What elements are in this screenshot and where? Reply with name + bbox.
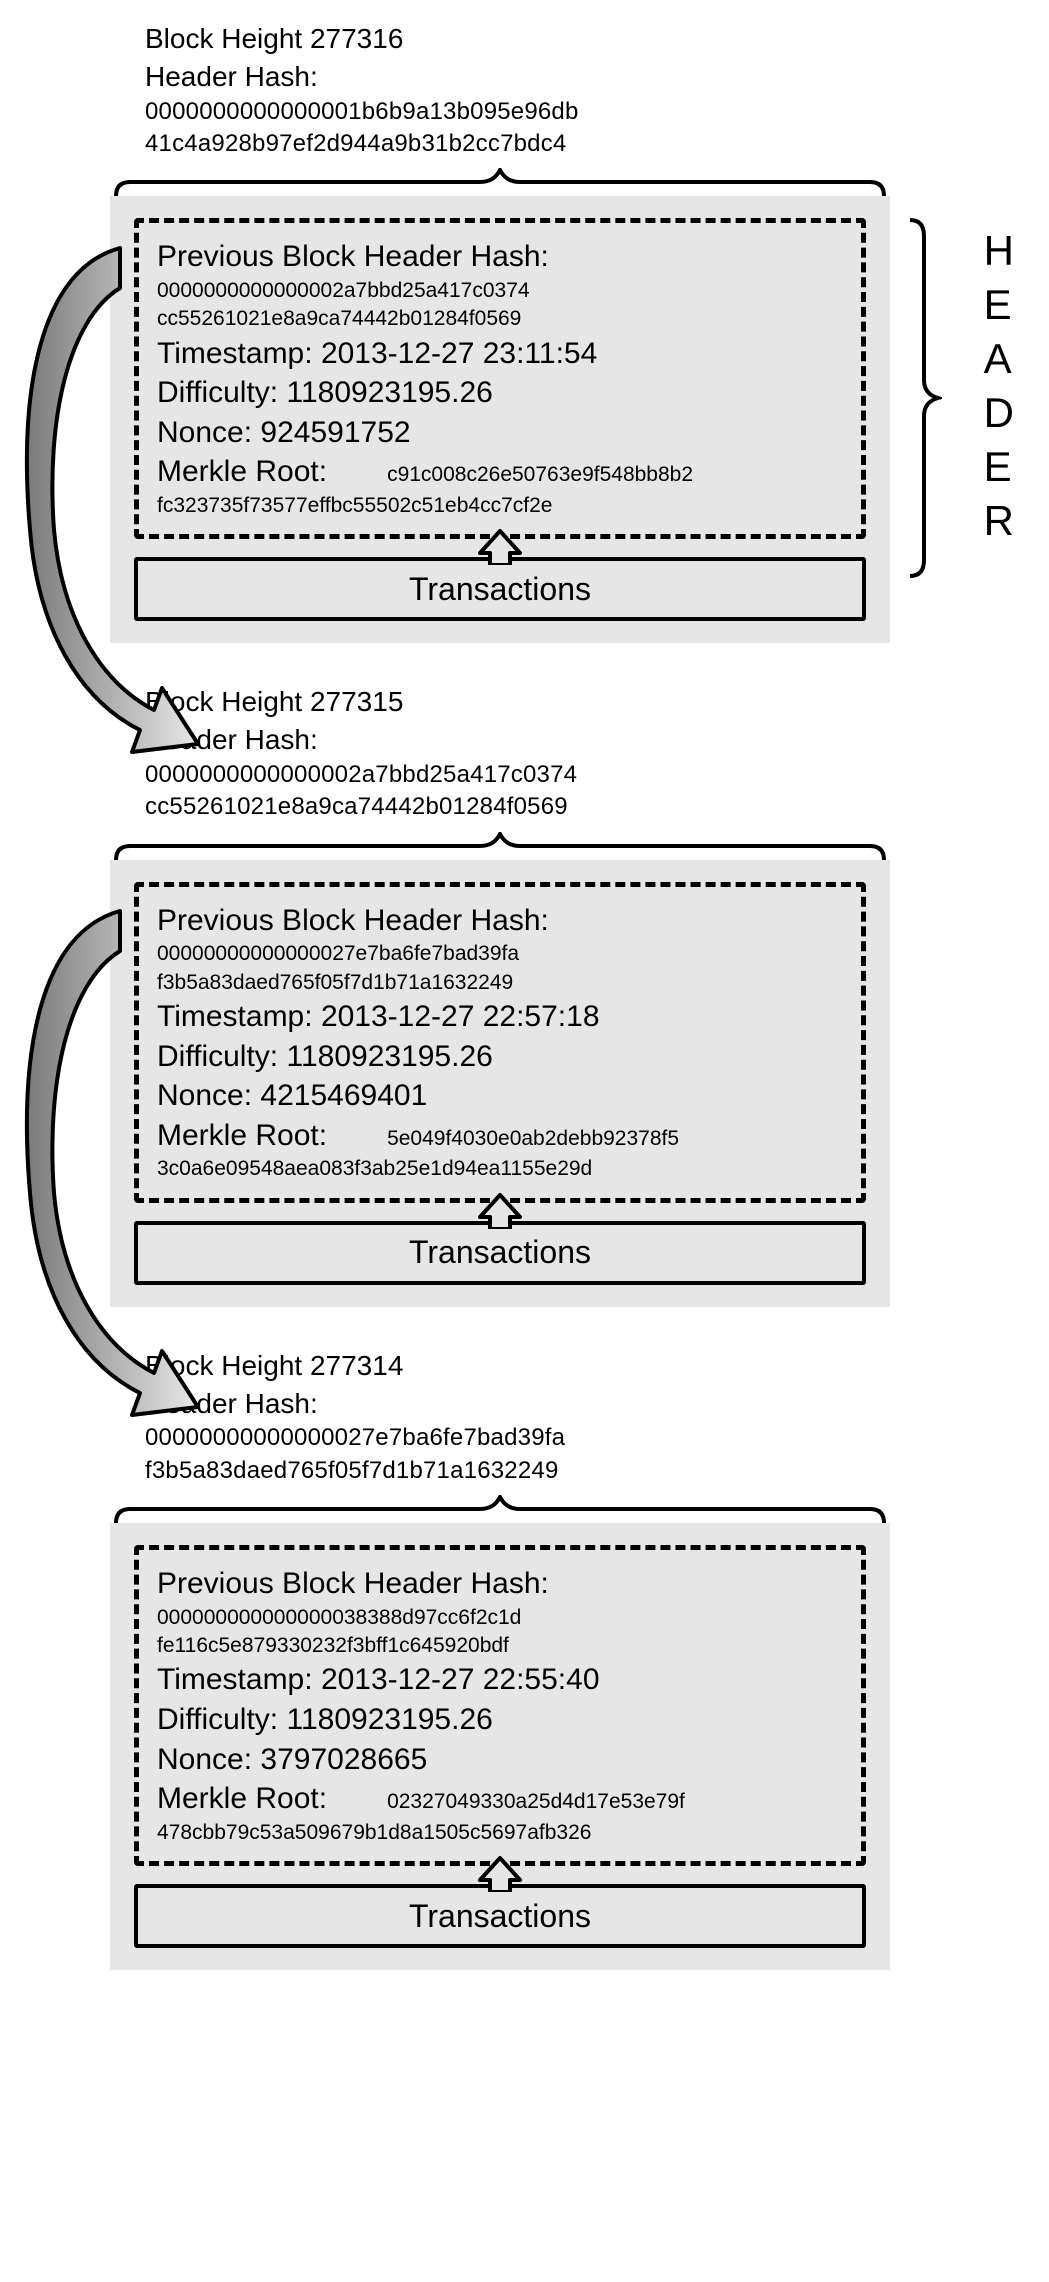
nonce-label: Nonce: bbox=[157, 1079, 252, 1112]
block-group: Block Height 277315 Header Hash: 0000000… bbox=[0, 683, 1049, 1306]
block-height-label: Block Height bbox=[145, 1350, 302, 1381]
header-vertical-label: HEADER bbox=[984, 224, 1020, 548]
header-hash-label: Header Hash: bbox=[145, 58, 1049, 96]
merkle-label: Merkle Root: bbox=[157, 452, 327, 492]
transactions-box: Transactions bbox=[134, 1884, 866, 1948]
timestamp-value: 2013-12-27 22:55:40 bbox=[321, 1663, 600, 1696]
nonce-label: Nonce: bbox=[157, 416, 252, 449]
transactions-label: Transactions bbox=[409, 1898, 591, 1935]
header-box: Previous Block Header Hash: 000000000000… bbox=[134, 882, 866, 1203]
header-hash-label: Header Hash: bbox=[145, 1385, 1049, 1423]
header-hash-label: Header Hash: bbox=[145, 721, 1049, 759]
top-bracket bbox=[110, 1495, 890, 1523]
difficulty-value: 1180923195.26 bbox=[287, 1703, 493, 1736]
header-hash-line2: 41c4a928b97ef2d944a9b31b2cc7bdc4 bbox=[145, 128, 1049, 160]
difficulty-label: Difficulty: bbox=[157, 1703, 278, 1736]
header-brace-icon bbox=[906, 216, 942, 580]
prev-hash-l2: f3b5a83daed765f05f7d1b71a1632249 bbox=[157, 969, 843, 997]
prev-hash-l1: 000000000000000038388d97cc6f2c1d bbox=[157, 1604, 843, 1632]
nonce-row: Nonce: 4215469401 bbox=[157, 1076, 843, 1116]
difficulty-label: Difficulty: bbox=[157, 376, 278, 409]
merkle-l2: fc323735f73577effbc55502c51eb4cc7cf2e bbox=[157, 492, 843, 520]
block-group: Block Height 277316 Header Hash: 0000000… bbox=[0, 20, 1049, 643]
nonce-row: Nonce: 3797028665 bbox=[157, 1740, 843, 1780]
header-vert-char: H bbox=[984, 224, 1020, 278]
timestamp-value: 2013-12-27 23:11:54 bbox=[321, 337, 597, 370]
tx-up-arrow-icon bbox=[472, 529, 528, 573]
difficulty-label: Difficulty: bbox=[157, 1040, 278, 1073]
block-height-value: 277314 bbox=[310, 1350, 403, 1381]
merkle-l1: c91c008c26e50763e9f548bb8b2 bbox=[387, 461, 693, 489]
header-vert-char: A bbox=[984, 332, 1020, 386]
tx-up-arrow-icon bbox=[472, 1193, 528, 1237]
merkle-label: Merkle Root: bbox=[157, 1116, 327, 1156]
header-vert-char: R bbox=[984, 494, 1020, 548]
merkle-row: Merkle Root: c91c008c26e50763e9f548bb8b2 bbox=[157, 452, 843, 492]
block-card: Previous Block Header Hash: 000000000000… bbox=[110, 860, 890, 1307]
nonce-row: Nonce: 924591752 bbox=[157, 413, 843, 453]
timestamp-label: Timestamp: bbox=[157, 1663, 313, 1696]
difficulty-value: 1180923195.26 bbox=[287, 376, 493, 409]
block-height: Block Height 277316 bbox=[145, 20, 1049, 58]
block-card: Previous Block Header Hash: 000000000000… bbox=[110, 196, 890, 643]
transactions-label: Transactions bbox=[409, 1234, 591, 1271]
block-meta: Block Height 277316 Header Hash: 0000000… bbox=[145, 20, 1049, 160]
merkle-l1: 02327049330a25d4d17e53e79f bbox=[387, 1788, 685, 1816]
header-hash-line1: 0000000000000002a7bbd25a417c0374 bbox=[145, 759, 1049, 791]
top-bracket bbox=[110, 168, 890, 196]
block-height: Block Height 277314 bbox=[145, 1347, 1049, 1385]
timestamp-row: Timestamp: 2013-12-27 22:55:40 bbox=[157, 1660, 843, 1700]
difficulty-value: 1180923195.26 bbox=[287, 1040, 493, 1073]
header-hash-line2: f3b5a83daed765f05f7d1b71a1632249 bbox=[145, 1455, 1049, 1487]
merkle-l2: 3c0a6e09548aea083f3ab25e1d94ea1155e29d bbox=[157, 1155, 843, 1183]
merkle-l1: 5e049f4030e0ab2debb92378f5 bbox=[387, 1125, 679, 1153]
block-height-label: Block Height bbox=[145, 686, 302, 717]
prev-hash-l2: fe116c5e879330232f3bff1c645920bdf bbox=[157, 1632, 843, 1660]
transactions-box: Transactions bbox=[134, 557, 866, 621]
header-box: Previous Block Header Hash: 000000000000… bbox=[134, 218, 866, 539]
difficulty-row: Difficulty: 1180923195.26 bbox=[157, 373, 843, 413]
nonce-value: 924591752 bbox=[260, 416, 410, 449]
prev-hash-label: Previous Block Header Hash: bbox=[157, 1564, 843, 1604]
nonce-value: 4215469401 bbox=[260, 1079, 427, 1112]
block-height: Block Height 277315 bbox=[145, 683, 1049, 721]
header-hash-line2: cc55261021e8a9ca74442b01284f0569 bbox=[145, 791, 1049, 823]
timestamp-label: Timestamp: bbox=[157, 337, 313, 370]
timestamp-value: 2013-12-27 22:57:18 bbox=[321, 1000, 600, 1033]
header-box: Previous Block Header Hash: 000000000000… bbox=[134, 1545, 866, 1866]
difficulty-row: Difficulty: 1180923195.26 bbox=[157, 1700, 843, 1740]
merkle-label: Merkle Root: bbox=[157, 1779, 327, 1819]
block-height-label: Block Height bbox=[145, 23, 302, 54]
merkle-row: Merkle Root: 5e049f4030e0ab2debb92378f5 bbox=[157, 1116, 843, 1156]
top-bracket bbox=[110, 832, 890, 860]
tx-up-arrow-icon bbox=[472, 1856, 528, 1900]
block-meta: Block Height 277315 Header Hash: 0000000… bbox=[145, 683, 1049, 823]
prev-hash-l1: 0000000000000002a7bbd25a417c0374 bbox=[157, 277, 843, 305]
block-card: Previous Block Header Hash: 000000000000… bbox=[110, 1523, 890, 1970]
difficulty-row: Difficulty: 1180923195.26 bbox=[157, 1037, 843, 1077]
prev-hash-label: Previous Block Header Hash: bbox=[157, 901, 843, 941]
timestamp-row: Timestamp: 2013-12-27 23:11:54 bbox=[157, 334, 843, 374]
header-vert-char: D bbox=[984, 386, 1020, 440]
timestamp-label: Timestamp: bbox=[157, 1000, 313, 1033]
nonce-label: Nonce: bbox=[157, 1743, 252, 1776]
block-group: Block Height 277314 Header Hash: 0000000… bbox=[0, 1347, 1049, 1970]
prev-hash-l2: cc55261021e8a9ca74442b01284f0569 bbox=[157, 305, 843, 333]
block-height-value: 277316 bbox=[310, 23, 403, 54]
header-vert-char: E bbox=[984, 278, 1020, 332]
block-height-value: 277315 bbox=[310, 686, 403, 717]
header-hash-line1: 00000000000000027e7ba6fe7bad39fa bbox=[145, 1422, 1049, 1454]
transactions-box: Transactions bbox=[134, 1221, 866, 1285]
transactions-label: Transactions bbox=[409, 571, 591, 608]
block-meta: Block Height 277314 Header Hash: 0000000… bbox=[145, 1347, 1049, 1487]
prev-hash-l1: 00000000000000027e7ba6fe7bad39fa bbox=[157, 940, 843, 968]
prev-hash-label: Previous Block Header Hash: bbox=[157, 237, 843, 277]
header-vert-char: E bbox=[984, 440, 1020, 494]
merkle-l2: 478cbb79c53a509679b1d8a1505c5697afb326 bbox=[157, 1819, 843, 1847]
header-hash-line1: 0000000000000001b6b9a13b095e96db bbox=[145, 96, 1049, 128]
merkle-row: Merkle Root: 02327049330a25d4d17e53e79f bbox=[157, 1779, 843, 1819]
timestamp-row: Timestamp: 2013-12-27 22:57:18 bbox=[157, 997, 843, 1037]
nonce-value: 3797028665 bbox=[260, 1743, 427, 1776]
